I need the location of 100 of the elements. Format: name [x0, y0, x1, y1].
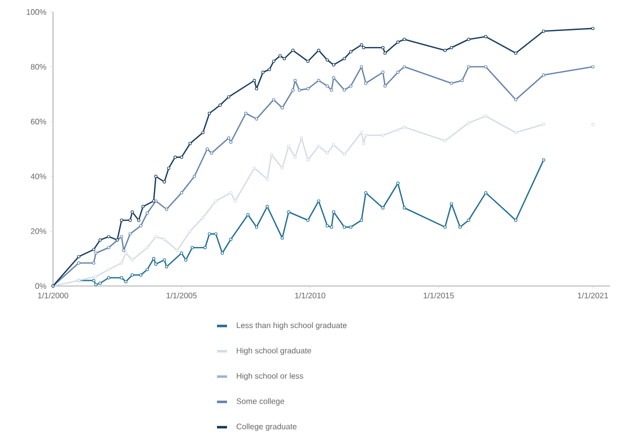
point [162, 258, 166, 262]
point [120, 276, 124, 280]
point [317, 144, 320, 148]
point [317, 78, 320, 82]
point [342, 152, 346, 156]
point [360, 218, 364, 222]
point [306, 158, 310, 162]
point [317, 48, 320, 52]
point [77, 255, 80, 258]
point [252, 166, 256, 170]
point [254, 117, 258, 120]
point [107, 268, 110, 272]
point [176, 248, 179, 252]
point [128, 218, 132, 222]
point [402, 65, 406, 68]
point [317, 199, 320, 203]
point [229, 238, 232, 241]
point [306, 60, 310, 63]
point [467, 121, 470, 125]
point [214, 199, 218, 203]
point [332, 210, 336, 214]
point [484, 114, 488, 118]
point [266, 178, 269, 181]
point [342, 56, 346, 60]
point [383, 51, 387, 55]
point [514, 130, 518, 134]
point [280, 106, 284, 110]
point [139, 273, 142, 277]
point [381, 134, 385, 137]
point [180, 156, 184, 159]
point [254, 87, 258, 90]
point [362, 142, 366, 146]
point [402, 38, 406, 41]
point [591, 122, 594, 126]
point [396, 70, 400, 74]
point [139, 224, 142, 228]
point [218, 104, 222, 107]
point [92, 248, 96, 252]
point [246, 213, 250, 216]
point [330, 225, 334, 229]
point [94, 252, 98, 255]
point [120, 218, 124, 222]
point [360, 43, 364, 46]
point [152, 256, 156, 260]
point [128, 232, 132, 236]
point [381, 206, 385, 210]
point [381, 70, 385, 74]
point [326, 152, 329, 155]
point [180, 191, 184, 194]
point [542, 158, 546, 162]
point [287, 210, 290, 214]
point [458, 225, 462, 229]
point [364, 134, 368, 137]
point [146, 212, 149, 215]
point [591, 65, 594, 68]
point [280, 166, 284, 170]
point [293, 78, 297, 82]
point [220, 252, 224, 255]
point [332, 63, 336, 66]
point [244, 112, 248, 115]
point [332, 143, 336, 146]
point [396, 128, 400, 132]
point [164, 265, 168, 268]
point [484, 35, 488, 38]
point [293, 156, 297, 159]
point [272, 60, 276, 63]
point [514, 218, 518, 222]
point [122, 248, 126, 252]
point [396, 182, 400, 185]
point [291, 88, 295, 92]
point [120, 235, 124, 238]
point [254, 225, 258, 229]
point [120, 261, 124, 265]
point [467, 65, 470, 68]
point [206, 147, 209, 151]
point [306, 87, 310, 90]
point [542, 122, 546, 126]
point [342, 225, 346, 229]
point [208, 112, 211, 115]
point [326, 58, 329, 62]
point [278, 54, 282, 58]
point [116, 238, 119, 242]
point [107, 235, 110, 238]
point [300, 136, 304, 140]
point [484, 191, 488, 194]
point [443, 139, 447, 142]
point [268, 68, 271, 72]
point [229, 191, 232, 194]
point [201, 130, 205, 134]
point [280, 236, 284, 240]
point [542, 73, 546, 77]
point [184, 258, 188, 262]
point [130, 258, 134, 262]
point [164, 208, 168, 211]
point [146, 268, 149, 272]
point [154, 262, 158, 266]
point [130, 210, 134, 214]
point [467, 218, 470, 222]
point [137, 218, 140, 222]
point [162, 238, 166, 241]
